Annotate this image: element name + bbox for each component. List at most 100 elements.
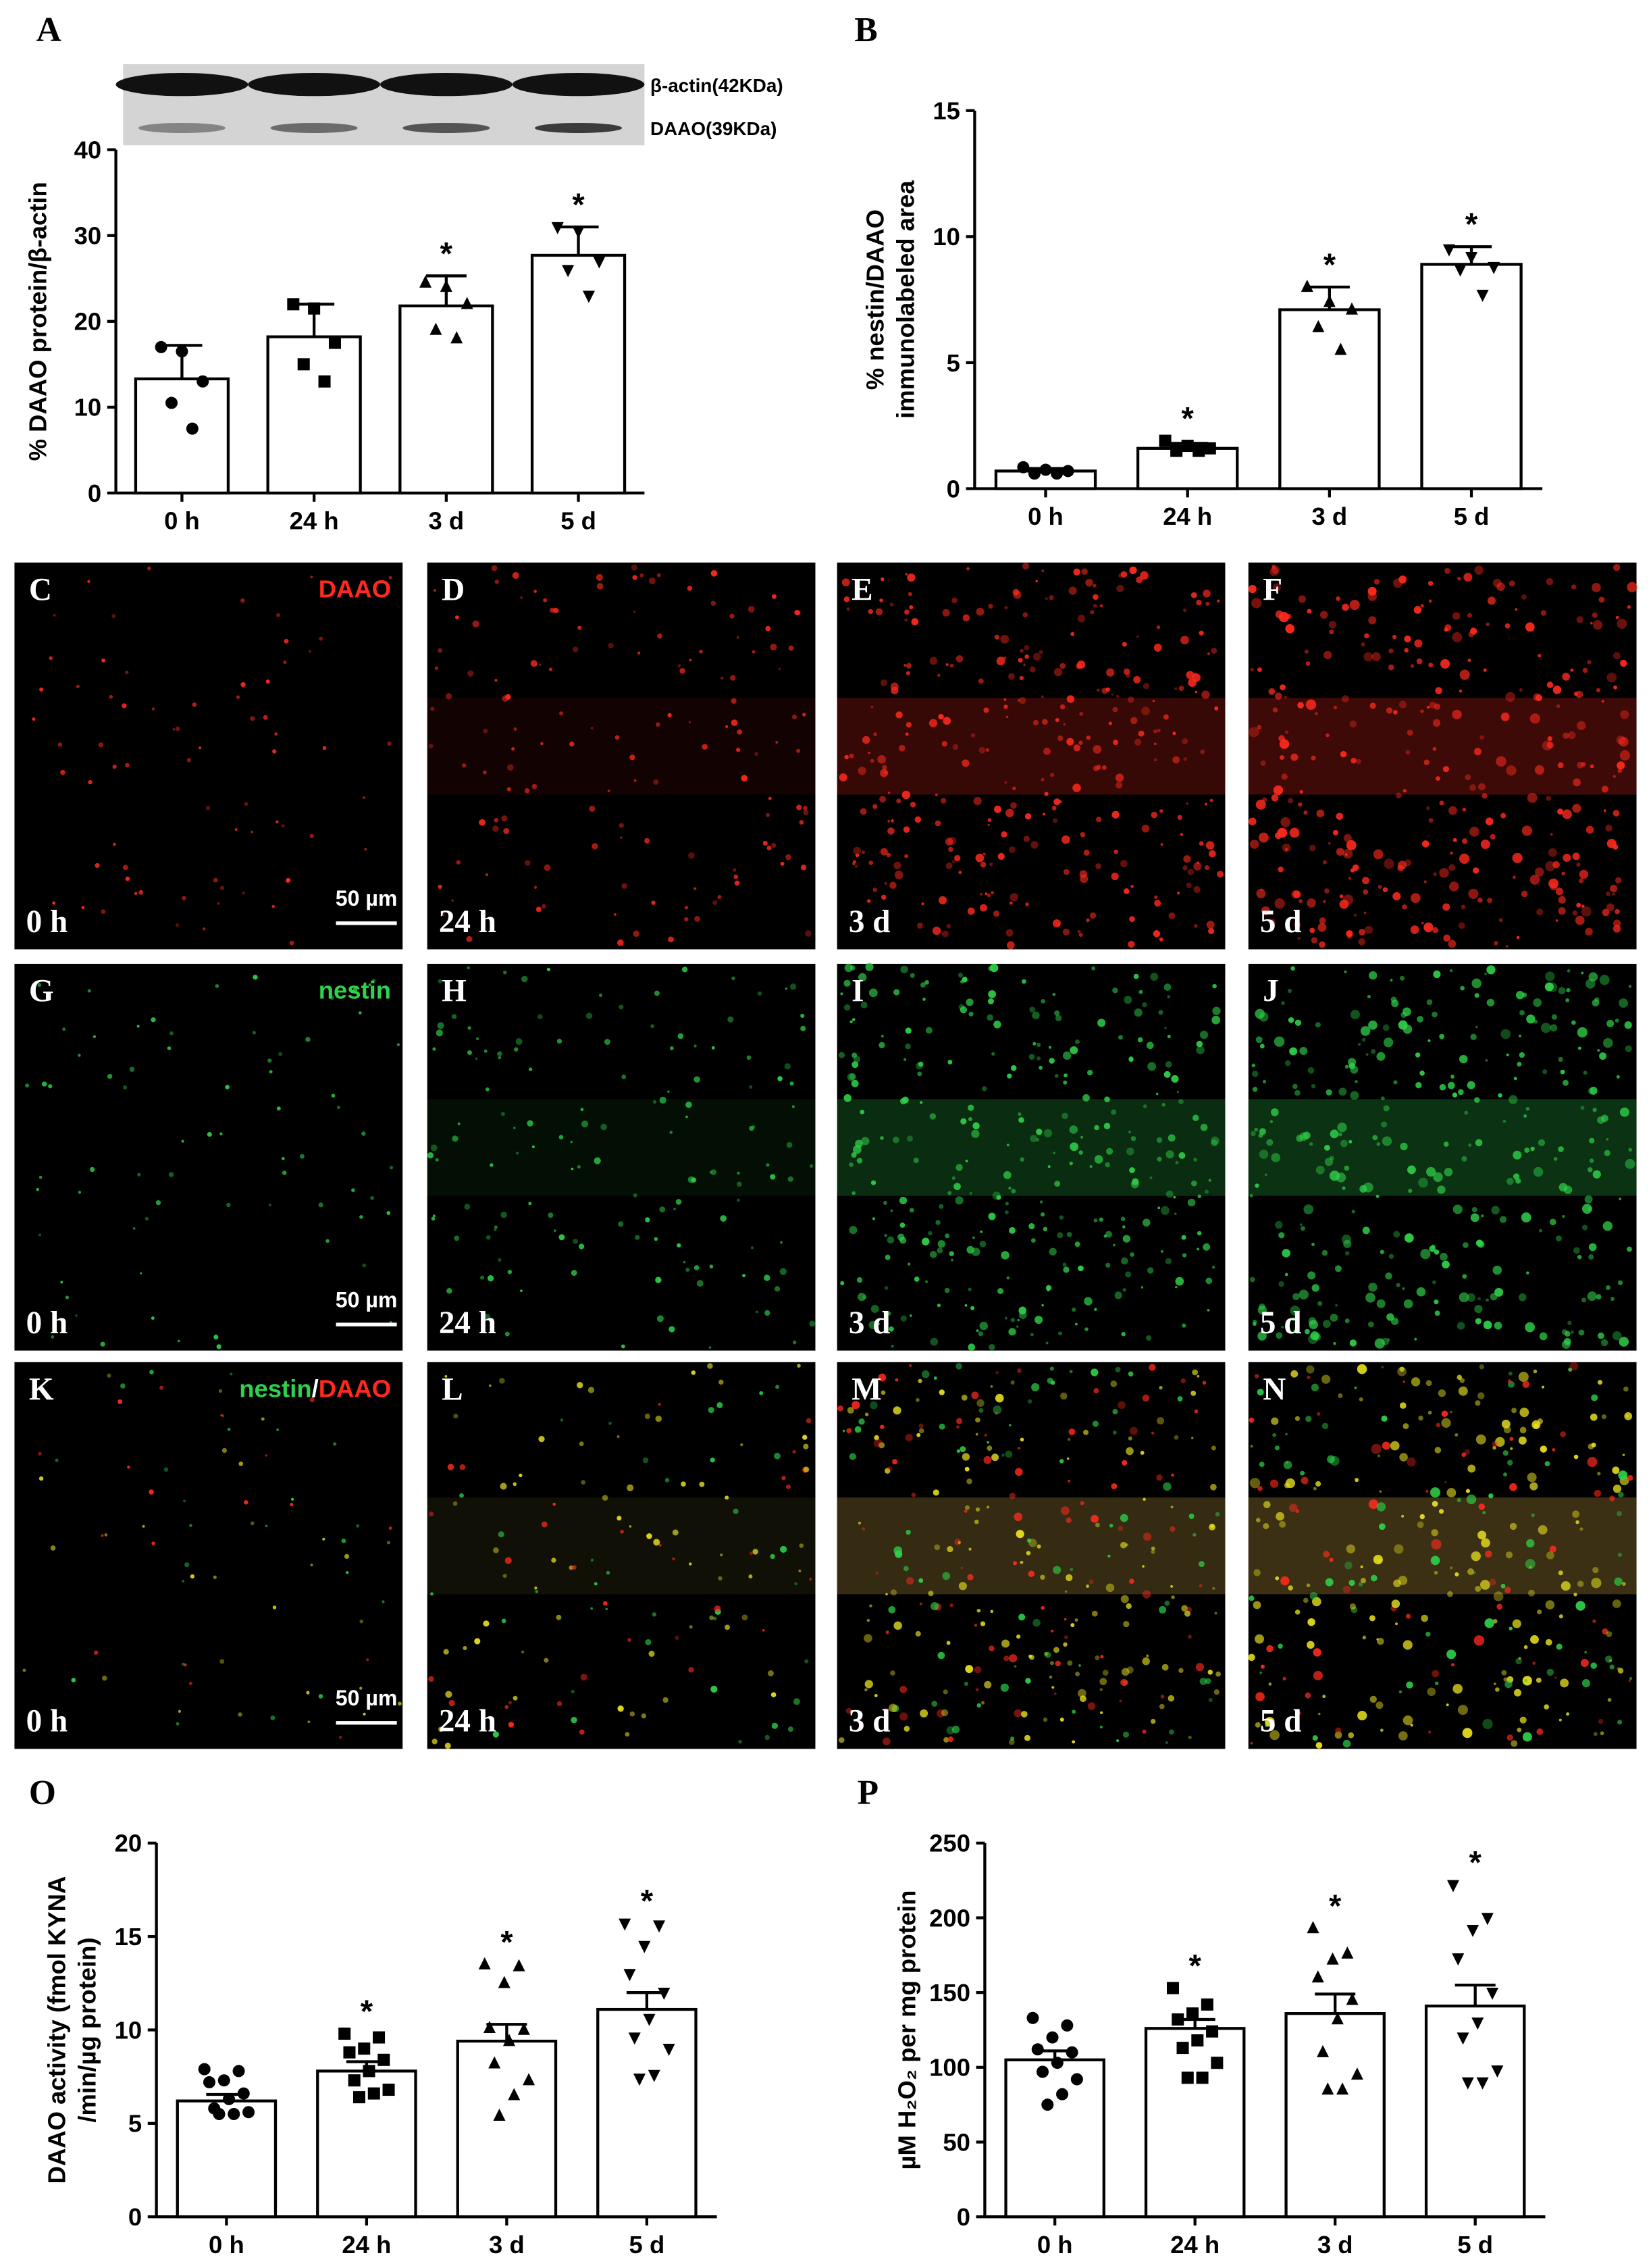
micrograph-cell	[221, 1414, 224, 1418]
micrograph-cell	[1335, 1727, 1342, 1734]
micrograph-cell	[1591, 1394, 1598, 1401]
micrograph-cell	[519, 1473, 523, 1478]
micrograph-cell	[318, 1202, 323, 1208]
micrograph-cell	[1279, 1520, 1286, 1528]
micrograph-cell	[512, 572, 519, 579]
micrograph-cell	[1193, 885, 1201, 894]
micrograph-cell	[1248, 1653, 1255, 1661]
micrograph-cell	[650, 1024, 655, 1029]
micrograph-cell	[1486, 622, 1490, 627]
micrograph-cell	[100, 1341, 105, 1347]
micrograph-cell	[1317, 923, 1327, 932]
micrograph-cell	[435, 1158, 439, 1162]
micrograph-cell	[1085, 578, 1093, 587]
micrograph-cell	[1627, 1474, 1633, 1481]
micrograph-letter: G	[29, 974, 54, 1009]
data-point	[1203, 442, 1216, 455]
micrograph-cell	[865, 962, 874, 971]
micrograph-cell	[1252, 1087, 1258, 1092]
micrograph-cell	[142, 1524, 145, 1528]
micrograph-cell	[1482, 793, 1488, 799]
micrograph-cell	[978, 1408, 984, 1413]
micrograph-cell	[947, 1736, 953, 1743]
micrograph-cell	[1087, 1702, 1096, 1710]
micrograph-cell	[1627, 582, 1637, 592]
micrograph-cell	[939, 1423, 945, 1430]
micrograph-cell	[847, 1073, 856, 1081]
micrograph-cell	[1074, 1039, 1080, 1045]
micrograph-cell	[849, 753, 854, 758]
micrograph-cell	[633, 779, 637, 782]
micrograph-cell	[1562, 673, 1570, 681]
micrograph-cell	[151, 1541, 155, 1545]
micrograph-cell	[1598, 1332, 1604, 1339]
x-tick-label: 5 d	[1457, 2231, 1493, 2259]
micrograph-cell	[1294, 1089, 1301, 1096]
micrograph-cell	[590, 727, 594, 730]
micrograph-cell	[1515, 991, 1525, 1000]
micrograph-cell	[889, 602, 894, 607]
micrograph-cell	[1500, 713, 1510, 721]
micrograph-cell	[779, 1268, 787, 1275]
micrograph-cell	[219, 1132, 223, 1135]
micrograph-cell	[569, 741, 575, 747]
micrograph-cell	[1605, 824, 1613, 832]
micrograph-background	[837, 562, 1226, 950]
micrograph-cell	[1617, 1552, 1622, 1557]
micrograph-cell	[1014, 1512, 1023, 1522]
micrograph-cell	[1455, 1433, 1459, 1437]
micrograph-cell	[1616, 1075, 1620, 1079]
micrograph-cell	[989, 862, 993, 867]
micrograph-cell	[263, 715, 268, 720]
micrograph-cell	[1346, 840, 1357, 850]
micrograph-cell	[1120, 1541, 1127, 1549]
micrograph-cell	[905, 1027, 912, 1034]
stain-label-part: nestin	[239, 1374, 311, 1402]
micrograph-cell	[1018, 658, 1023, 663]
micrograph-cell	[1495, 1437, 1505, 1447]
micrograph-cell	[1503, 1677, 1508, 1682]
micrograph-cell	[535, 1590, 539, 1593]
micrograph-cell	[497, 1051, 502, 1056]
micrograph-cell	[1153, 930, 1161, 937]
micrograph-cell	[878, 1373, 887, 1382]
micrograph-cell	[1408, 1188, 1413, 1193]
micrograph-cell	[1439, 800, 1444, 806]
micrograph-cell	[388, 575, 392, 579]
micrograph-cell	[1122, 1460, 1128, 1466]
micrograph-cell	[503, 827, 510, 835]
micrograph-cell	[1008, 1654, 1018, 1663]
micrograph-cell	[1343, 833, 1352, 842]
micrograph-cell	[1259, 1043, 1265, 1049]
y-tick-label: 200	[929, 1904, 970, 1932]
micrograph-cell	[1146, 1654, 1149, 1657]
micrograph-cell	[1128, 940, 1135, 948]
micrograph-cell	[1016, 1530, 1024, 1539]
panel-letter: A	[36, 11, 61, 49]
micrograph-cell	[1621, 1582, 1626, 1586]
micrograph-cell	[675, 1635, 679, 1641]
micrograph-cell	[639, 573, 644, 577]
data-point	[217, 2074, 230, 2087]
micrograph-cell	[899, 745, 906, 752]
micrograph-cell	[1627, 605, 1631, 609]
micrograph-cell	[39, 687, 44, 692]
micrograph-cell	[1615, 908, 1620, 914]
micrograph-time: 24 h	[439, 1704, 496, 1739]
micrograph-cell	[906, 1135, 913, 1142]
micrograph-cell	[853, 1056, 861, 1063]
micrograph-cell	[789, 983, 797, 990]
micrograph-cell	[1550, 833, 1553, 836]
micrograph-cell	[952, 860, 955, 864]
micrograph-band	[837, 1497, 1226, 1595]
micrograph-cell	[710, 1685, 718, 1693]
micrograph-cell	[310, 575, 313, 579]
micrograph-letter: K	[29, 1372, 54, 1408]
micrograph-cell	[286, 877, 291, 883]
micrograph-cell	[1491, 1206, 1500, 1215]
micrograph-cell	[1158, 1010, 1163, 1015]
micrograph-cell	[899, 1196, 908, 1205]
micrograph-cell	[1060, 1392, 1068, 1400]
micrograph-cell	[1081, 568, 1088, 575]
micrograph-cell	[988, 603, 993, 609]
